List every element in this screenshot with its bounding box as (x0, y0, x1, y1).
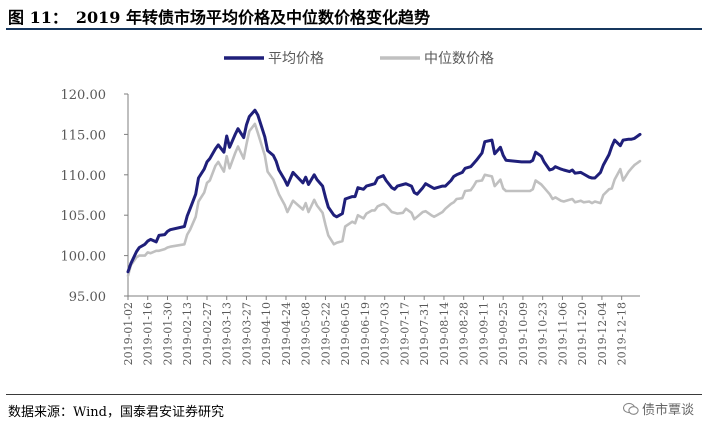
x-tick-label: 2019-03-13 (221, 302, 234, 365)
x-tick-label: 2019-11-06 (556, 302, 569, 365)
chart-legend: 平均价格 中位数价格 (224, 51, 494, 67)
y-tick-label: 120.00 (61, 88, 107, 103)
x-tick-label: 2019-10-23 (537, 302, 550, 365)
figure-number: 图 11： (8, 8, 68, 27)
x-tick-label: 2019-01-16 (142, 302, 155, 365)
x-tick-label: 2019-07-03 (379, 302, 392, 365)
y-tick-label: 115.00 (61, 128, 107, 143)
y-tick-label: 105.00 (61, 209, 107, 224)
x-tick-label: 2019-05-22 (319, 302, 332, 365)
y-tick-label: 95.00 (69, 290, 106, 305)
x-tick-label: 2019-04-24 (280, 302, 293, 365)
source-note: 数据来源：Wind，国泰君安证券研究 (8, 405, 224, 420)
series-line-1 (126, 122, 642, 278)
x-tick-label: 2019-04-10 (260, 302, 273, 365)
x-tick-label: 2019-07-31 (418, 302, 431, 365)
wechat-icon (622, 402, 639, 415)
x-tick-label: 2019-06-19 (359, 302, 372, 365)
x-tick-label: 2019-01-02 (122, 302, 135, 365)
watermark-text: 债市覃谈 (641, 403, 694, 418)
x-tick-label: 2019-11-20 (576, 302, 589, 365)
legend-label-0: 平均价格 (268, 51, 324, 67)
y-axis: 95.00 100.00 105.00 110.00 115.00 120.00 (61, 88, 129, 305)
legend-label-1: 中位数价格 (424, 51, 494, 67)
x-tick-label: 2019-03-27 (240, 302, 253, 365)
price-trend-chart: 平均价格 中位数价格 95.00 100.00 105.00 110.00 115.00 1… (61, 51, 642, 365)
x-tick-label: 2019-09-25 (497, 302, 510, 365)
series-lines (126, 108, 642, 278)
x-tick-label: 2019-01-30 (161, 302, 174, 365)
x-tick-label: 2019-07-17 (398, 302, 411, 365)
title-rule (6, 28, 702, 30)
x-tick-label: 2019-10-09 (517, 302, 530, 365)
y-tick-label: 100.00 (61, 250, 107, 265)
watermark: 债市覃谈 (622, 399, 694, 418)
x-tick-label: 2019-08-28 (458, 302, 471, 365)
x-tick-label: 2019-05-08 (300, 302, 313, 365)
x-tick-label: 2019-09-11 (477, 302, 490, 365)
x-tick-label: 2019-08-14 (438, 302, 451, 365)
y-tick-label: 110.00 (61, 169, 107, 184)
series-line-0 (126, 108, 642, 274)
x-tick-label: 2019-12-18 (616, 302, 629, 365)
x-tick-label: 2019-02-13 (181, 302, 194, 365)
source-rule (6, 394, 702, 395)
x-axis: 2019-01-02 2019-01-16 2019-01-30 2019-02-13… (122, 295, 640, 365)
x-tick-label: 2019-02-27 (201, 302, 214, 365)
x-tick-label: 2019-06-05 (339, 302, 352, 365)
figure-title: 图 11： 2019 年转债市场平均价格及中位数价格变化趋势 (8, 4, 430, 28)
figure-title-text: 2019 年转债市场平均价格及中位数价格变化趋势 (75, 8, 430, 27)
x-tick-label: 2019-12-04 (596, 302, 609, 365)
